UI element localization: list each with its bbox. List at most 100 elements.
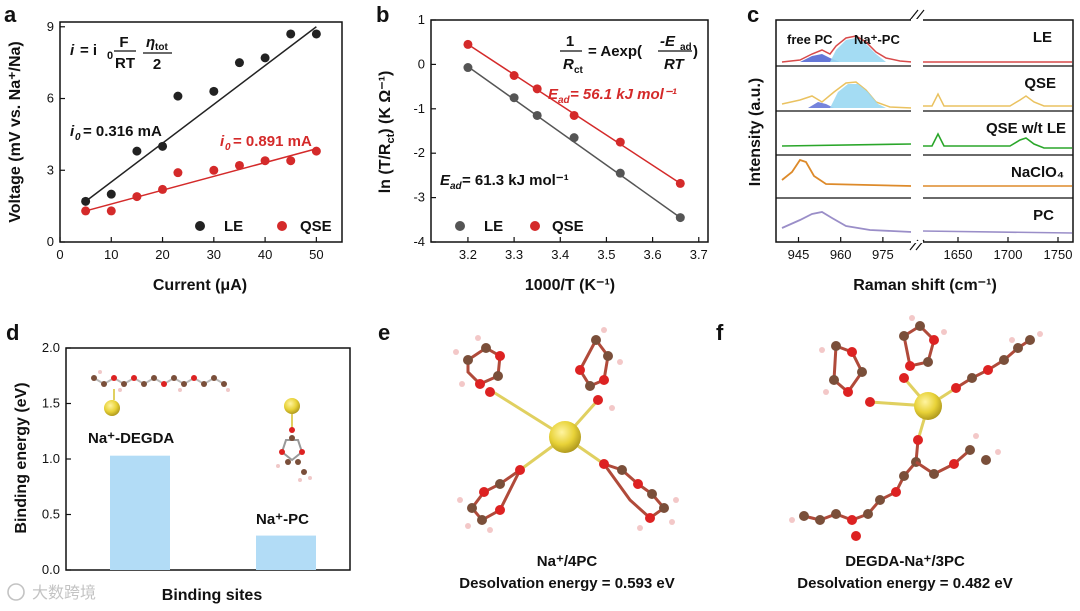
panel-e-letter: e bbox=[378, 320, 390, 345]
panel-b-ticks: 3.2 3.3 3.4 3.5 3.6 3.7 1 0 -1 -2 -3 -4 bbox=[413, 12, 707, 262]
b-xtick-label: 3.4 bbox=[551, 247, 569, 262]
eq-eta: η bbox=[146, 34, 155, 51]
panel-a-fit-lines bbox=[85, 26, 317, 212]
a-xtick-label: 0 bbox=[56, 247, 63, 262]
panel-d: d 0.0 0.5 1.0 1.5 2.0 Binding sites Binding … bbox=[6, 320, 351, 604]
degda-molecule-icon bbox=[91, 370, 230, 416]
b-xtick-label: 3.5 bbox=[597, 247, 615, 262]
a-point-le bbox=[234, 58, 244, 68]
panel-b-points bbox=[463, 39, 685, 223]
raman-label-naclo4: NaClO₄ bbox=[1011, 164, 1064, 181]
raman-label-qse: QSE bbox=[1024, 75, 1056, 92]
raman-pc-left bbox=[781, 211, 913, 233]
raman-qsewt-left bbox=[781, 143, 913, 147]
panel-a-le-annotation: i 0 = 0.316 mA bbox=[70, 123, 162, 143]
panel-f-letter: f bbox=[716, 320, 724, 345]
a-ytick-label: 9 bbox=[47, 19, 54, 34]
eq-b-R-sub: ct bbox=[574, 65, 584, 76]
b-le-val: = 61.3 kJ mol⁻¹ bbox=[462, 172, 569, 189]
eq-b-close: ) bbox=[693, 43, 698, 60]
eq-b-Ead: -E bbox=[660, 33, 676, 50]
panel-c-xlabel: Raman shift (cm⁻¹) bbox=[853, 277, 997, 294]
a-point-le bbox=[132, 146, 142, 156]
raman-naclo4-left bbox=[781, 158, 913, 187]
qse-ann-val: = 0.891 mA bbox=[233, 133, 312, 150]
eq-b-1: 1 bbox=[566, 33, 574, 50]
panel-b-xlabel: 1000/T (K⁻¹) bbox=[525, 277, 615, 294]
a-xtick-label: 20 bbox=[155, 247, 169, 262]
panel-a-xlabel: Current (μA) bbox=[153, 277, 247, 294]
a-ytick-label: 6 bbox=[47, 91, 54, 106]
panel-b-legend: LE QSE bbox=[455, 218, 584, 235]
pc-molecule-icon bbox=[276, 398, 312, 482]
a-point-qse bbox=[311, 146, 321, 156]
label-free-pc: free PC bbox=[787, 32, 833, 47]
panel-c-letter: c bbox=[747, 2, 759, 27]
b-point-le bbox=[569, 133, 579, 143]
a-point-qse bbox=[209, 165, 219, 175]
b-point-qse bbox=[675, 178, 685, 188]
a-point-le bbox=[106, 189, 116, 199]
panel-a-ylabel: Voltage (mV vs. Na⁺/Na) bbox=[7, 41, 24, 223]
b-xtick-label: 3.2 bbox=[459, 247, 477, 262]
panel-a-equation: i = i 0 F RT η tot 2 bbox=[70, 34, 172, 73]
panel-a-points bbox=[81, 29, 321, 216]
c-xtick-label: 1750 bbox=[1044, 247, 1073, 262]
panel-d-xlabel: Binding sites bbox=[162, 587, 263, 604]
caption-e-2: Desolvation energy = 0.593 eV bbox=[459, 575, 675, 592]
a-point-qse bbox=[234, 160, 244, 170]
panel-c-ticks: 945 960 975 1650 1700 1750 bbox=[788, 237, 1073, 262]
panel-c-ylabel: Intensity (a.u.) bbox=[747, 78, 764, 186]
panel-e: e bbox=[378, 320, 679, 592]
legend-le: LE bbox=[224, 218, 243, 235]
caption-e-1: Na⁺/4PC bbox=[537, 553, 598, 570]
a-point-qse bbox=[260, 156, 270, 166]
b-xtick-label: 3.3 bbox=[505, 247, 523, 262]
qse-na-pc-peak bbox=[830, 84, 886, 108]
c-xtick-label: 945 bbox=[788, 247, 810, 262]
c-xtick-label: 1700 bbox=[994, 247, 1023, 262]
eq-b-R: R bbox=[563, 56, 574, 73]
b-legend-qse: QSE bbox=[552, 218, 584, 235]
b-ytick-label: -1 bbox=[413, 101, 425, 116]
b-point-le bbox=[509, 93, 519, 103]
b-point-qse bbox=[509, 71, 519, 80]
c-xtick-label: 960 bbox=[830, 247, 852, 262]
d-ytick-label: 2.0 bbox=[42, 340, 60, 355]
panel-f: f bbox=[716, 315, 1043, 592]
a-point-le bbox=[311, 29, 321, 39]
panel-b-qse-annotation: E ad = 56.1 kJ mol⁻¹ bbox=[548, 86, 677, 106]
b-qse-val: = 56.1 kJ mol⁻¹ bbox=[570, 86, 677, 103]
b-point-qse bbox=[569, 110, 579, 120]
panel-b-letter: b bbox=[376, 2, 389, 27]
b-legend-le: LE bbox=[484, 218, 503, 235]
eq-two: 2 bbox=[153, 56, 161, 73]
a-point-qse bbox=[132, 192, 142, 202]
raman-pc-right bbox=[921, 230, 1073, 234]
caption-f-1: DEGDA-Na⁺/3PC bbox=[845, 553, 965, 570]
panel-d-ylabel: Binding energy (eV) bbox=[13, 382, 30, 533]
qse-free-pc-peak bbox=[808, 102, 834, 108]
le-free-pc-peak bbox=[800, 54, 840, 62]
axis-break bbox=[909, 9, 925, 251]
raman-label-qse-wt-le: QSE w/t LE bbox=[986, 120, 1066, 137]
c-xtick-label: 1650 bbox=[944, 247, 973, 262]
d-ytick-label: 0.5 bbox=[42, 507, 60, 522]
b-qse-E: E bbox=[548, 86, 559, 103]
panel-a-frame bbox=[59, 21, 343, 243]
a-xtick-label: 30 bbox=[207, 247, 221, 262]
d-bar bbox=[110, 455, 170, 570]
panel-c: c bbox=[747, 2, 1074, 294]
qse-ann-i: i bbox=[220, 133, 225, 150]
b-point-le bbox=[463, 63, 473, 73]
b-point-qse bbox=[615, 137, 625, 147]
a-point-qse bbox=[286, 156, 296, 166]
b-le-sub: ad bbox=[450, 181, 463, 192]
d-ytick-label: 1.0 bbox=[42, 451, 60, 466]
a-point-le bbox=[158, 141, 168, 151]
a-ytick-label: 3 bbox=[47, 162, 54, 177]
d-ytick-label: 0.0 bbox=[42, 562, 60, 577]
b-ytick-label: 0 bbox=[418, 56, 425, 71]
raman-qse-curve bbox=[781, 81, 913, 109]
